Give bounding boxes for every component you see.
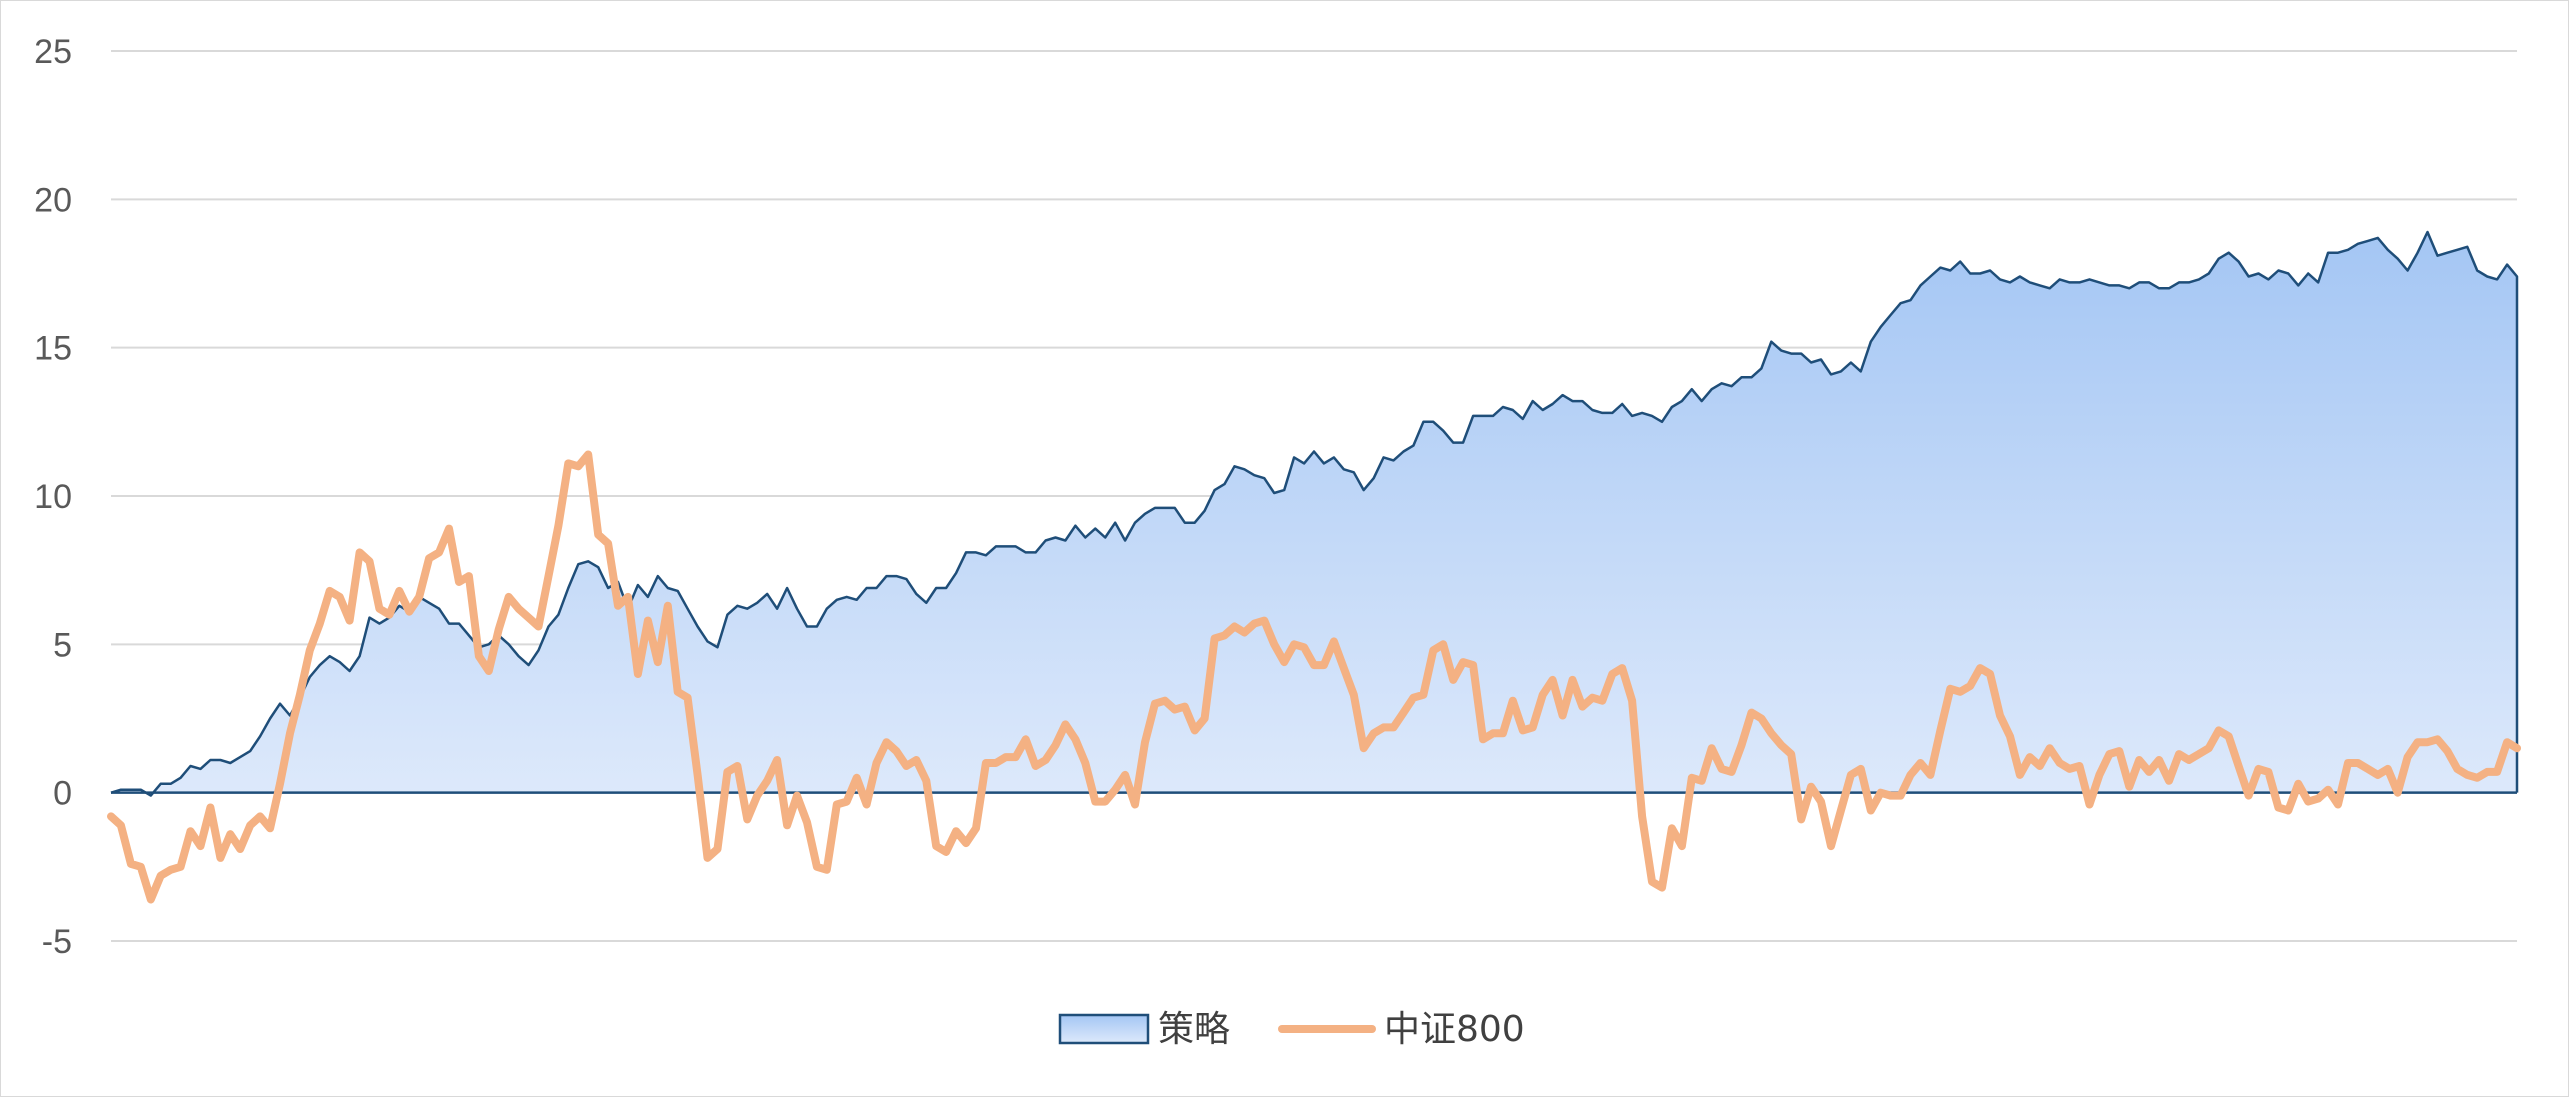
strategy-area-outline <box>110 230 2519 797</box>
y-tick-label: 5 <box>53 626 72 664</box>
y-tick-label: -5 <box>42 923 72 961</box>
y-tick-label: 10 <box>34 478 72 516</box>
strategy-area-fill <box>111 232 2517 796</box>
y-tick-label: 20 <box>34 181 72 219</box>
csi800-line-series <box>107 450 2521 904</box>
legend-swatch-strategy <box>1058 1013 1150 1045</box>
y-tick-label: 25 <box>34 33 72 71</box>
y-tick-label: 15 <box>34 330 72 368</box>
legend-label-csi800: 中证800 <box>1384 1009 1525 1050</box>
strategy-area-series <box>110 230 2519 797</box>
legend-label-strategy: 策略 <box>1158 1009 1230 1050</box>
y-axis-tick-labels: 25 20 15 10 5 0 -5 <box>34 33 72 961</box>
csi800-line <box>107 450 2521 904</box>
legend: 策略 中证800 <box>1058 1009 1525 1050</box>
y-tick-label: 0 <box>53 775 72 813</box>
